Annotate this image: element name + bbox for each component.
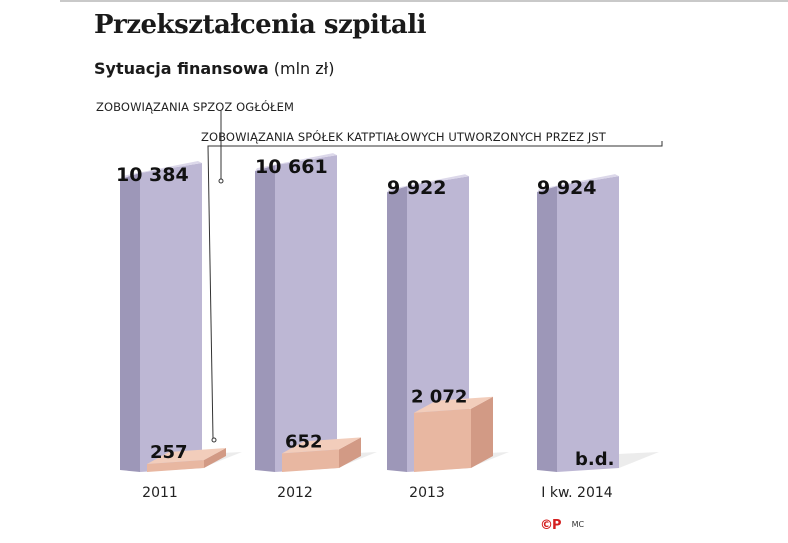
legend-leader-line (207, 141, 663, 439)
bar-total-side (120, 173, 140, 473)
bar-total (140, 163, 202, 473)
subtitle-unit: (mln zł) (273, 59, 335, 78)
bar-companies-side (339, 437, 361, 468)
bar-total (275, 155, 337, 472)
bar-total-value-label: 10 661 (255, 156, 328, 178)
bar-total-top (537, 174, 619, 193)
author-credit: MC (571, 520, 585, 529)
bar-total-top (255, 153, 337, 172)
bar-total-side (537, 186, 557, 473)
legend-series-2: ZOBOWIĄZANIA SPÓŁEK KATPTIAŁOWYCH UTWORZ… (201, 130, 606, 144)
bar-companies (414, 408, 471, 472)
category-label: 2012 (277, 485, 313, 501)
bar-companies-value-label: b.d. (575, 449, 614, 470)
bar-total-value-label: 9 924 (537, 177, 597, 199)
bar-total (557, 176, 619, 473)
bar-companies-value-label: 2 072 (411, 387, 467, 408)
legend-leader-dot (218, 178, 224, 184)
category-label: 2013 (409, 485, 445, 501)
bar-total-top (387, 174, 469, 193)
bar-total (407, 176, 469, 472)
bar-total-side (387, 186, 407, 472)
publisher-logo: ©P (540, 518, 562, 533)
category-label: 2011 (142, 485, 178, 501)
bar-companies (282, 449, 339, 472)
bar-total-top (120, 161, 202, 180)
footer: ©P MC (540, 514, 584, 533)
legend-leader-dot (211, 437, 217, 443)
bar-total-value-label: 9 922 (387, 177, 447, 199)
bar-companies-top (414, 396, 493, 413)
bar-companies-value-label: 257 (150, 442, 188, 463)
bar-companies-top (282, 437, 361, 454)
top-rule (60, 0, 788, 2)
bar-companies-value-label: 652 (285, 431, 323, 452)
chart-title: Przekształcenia szpitali (94, 10, 426, 40)
bar-companies-side (471, 396, 493, 468)
bar-total-side (255, 165, 275, 472)
category-label: I kw. 2014 (541, 485, 612, 501)
bar-companies-top (147, 448, 226, 464)
chart-subtitle: Sytuacja finansowa (mln zł) (94, 59, 334, 78)
bar-total-value-label: 10 384 (116, 164, 189, 186)
bar-companies-side (204, 448, 226, 468)
subtitle-bold: Sytuacja finansowa (94, 59, 269, 78)
legend-series-1: ZOBOWIĄZANIA SPZOZ OGŁÓŁEM (96, 100, 294, 114)
